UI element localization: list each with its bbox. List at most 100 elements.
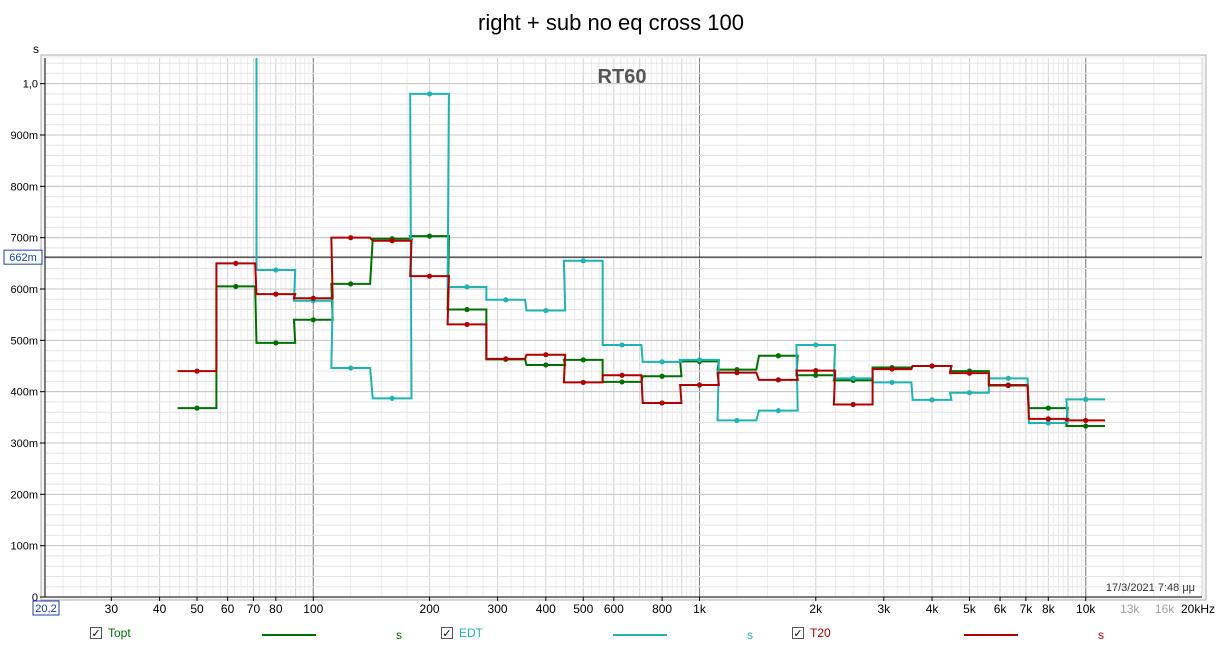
series-point-topt — [194, 405, 200, 411]
x-tick-label: 4k — [926, 602, 940, 616]
legend-label-edt: EDT — [459, 626, 483, 640]
series-point-t20 — [273, 291, 279, 297]
x-tick-label-dim: 16k — [1155, 602, 1175, 616]
series-point-edt — [929, 397, 935, 403]
x-tick-label: 500 — [573, 602, 593, 616]
series-point-edt — [580, 258, 586, 264]
series-line-edt — [255, 58, 1106, 424]
series-point-topt — [273, 340, 279, 346]
series-point-edt — [1083, 396, 1089, 402]
legend-unit-t20: s — [1098, 628, 1104, 642]
x-tick-label: 8k — [1042, 602, 1056, 616]
legend-swatch-edt — [613, 634, 667, 636]
series-point-t20 — [389, 238, 395, 244]
series-point-edt — [273, 267, 279, 273]
series-point-edt — [850, 375, 856, 381]
y-tick-label: 400m — [10, 387, 38, 399]
series-point-t20 — [464, 321, 470, 328]
series-point-t20 — [696, 382, 703, 388]
series-point-edt — [348, 365, 354, 371]
series-point-edt — [659, 359, 665, 365]
legend-item-topt[interactable]: ✓ Topt — [90, 626, 131, 640]
series-point-t20 — [659, 400, 665, 406]
series-point-t20 — [775, 377, 781, 383]
series-point-topt — [310, 317, 316, 323]
y-axis-label: s — [33, 42, 39, 56]
y-tick-label: 800m — [10, 181, 38, 193]
series-point-t20 — [310, 295, 316, 301]
y-tick-label: 200m — [10, 489, 38, 501]
series-point-topt — [348, 281, 354, 287]
legend-label-topt: Topt — [108, 626, 131, 640]
y-tick-label: 300m — [10, 438, 38, 450]
timestamp: 17/3/2021 7:48 μμ — [1106, 582, 1195, 594]
x-tick-label: 80 — [269, 602, 283, 616]
x-tick-label: 300 — [488, 602, 508, 616]
y-tick-label: 500m — [10, 335, 38, 347]
series-point-edt — [503, 297, 509, 303]
y-tick-label: 700m — [10, 233, 38, 245]
y-tick-label: 0 — [32, 592, 38, 604]
x-tick-label: 30 — [105, 602, 119, 616]
series-point-edt — [389, 395, 395, 401]
series-point-topt — [1083, 423, 1089, 429]
x-tick-label: 6k — [994, 602, 1008, 616]
x-tick-label: 400 — [536, 602, 556, 616]
series-point-t20 — [426, 273, 433, 279]
series-point-t20 — [348, 235, 354, 241]
series-point-topt — [580, 357, 586, 363]
x-tick-label: 200 — [420, 602, 440, 616]
series-point-t20 — [850, 401, 856, 408]
x-tick-label: 3k — [877, 602, 891, 616]
series-point-topt — [619, 379, 625, 385]
series-point-topt — [543, 362, 549, 368]
series-point-topt — [233, 283, 239, 290]
page-title: right + sub no eq cross 100 — [478, 10, 744, 35]
series-point-topt — [426, 233, 433, 239]
x-tick-label: 50 — [190, 602, 204, 616]
x-tick-label: 10k — [1076, 602, 1096, 616]
x-limit-label: 20,2 — [35, 603, 56, 615]
series-point-t20 — [580, 379, 586, 386]
x-tick-label: 800 — [652, 602, 672, 616]
rt60-chart[interactable]: 0 100m 200m 300m 400m 500m 600m 700m 800m 900m 1,0… — [0, 0, 1222, 620]
series-point-t20 — [543, 352, 549, 358]
legend-item-edt[interactable]: ✓ EDT — [441, 626, 483, 640]
cursor-label: 662m — [9, 252, 37, 264]
checkbox-edt[interactable]: ✓ — [441, 627, 453, 640]
x-tick-label-dim: 20kHz — [1181, 602, 1215, 616]
series-point-edt — [1005, 375, 1011, 381]
checkbox-t20[interactable]: ✓ — [792, 627, 804, 640]
legend-swatch-t20 — [964, 634, 1018, 636]
series-point-t20 — [929, 363, 935, 369]
y-tick-label: 1,0 — [23, 79, 38, 91]
series-point-t20 — [503, 356, 509, 362]
series-point-t20 — [1083, 417, 1089, 424]
x-tick-label: 2k — [809, 602, 823, 616]
series-point-edt — [775, 408, 781, 414]
legend-label-t20: T20 — [810, 626, 831, 640]
series-point-edt — [889, 379, 895, 386]
legend-item-t20[interactable]: ✓ T20 — [792, 626, 831, 640]
x-tick-label: 1k — [693, 602, 707, 616]
series-point-t20 — [1005, 382, 1011, 389]
series-point-t20 — [619, 372, 625, 378]
legend-swatch-topt — [262, 634, 316, 636]
legend-unit-topt: s — [396, 628, 402, 642]
series-point-edt — [426, 91, 433, 97]
x-tick-label: 40 — [153, 602, 167, 616]
series-point-t20 — [233, 260, 239, 266]
series-point-edt — [734, 417, 740, 424]
series-point-t20 — [734, 370, 740, 376]
series-point-edt — [464, 284, 470, 290]
series-point-t20 — [813, 368, 819, 374]
series-point-topt — [659, 373, 665, 379]
series-point-edt — [696, 357, 703, 363]
x-tick-label: 60 — [221, 602, 235, 616]
checkbox-topt[interactable]: ✓ — [90, 627, 102, 640]
x-tick-label: 5k — [963, 602, 977, 616]
chart-title: RT60 — [598, 66, 647, 88]
series-point-topt — [1045, 405, 1051, 411]
plot-area — [45, 58, 1202, 597]
x-tick-label-dim: 13k — [1120, 602, 1140, 616]
